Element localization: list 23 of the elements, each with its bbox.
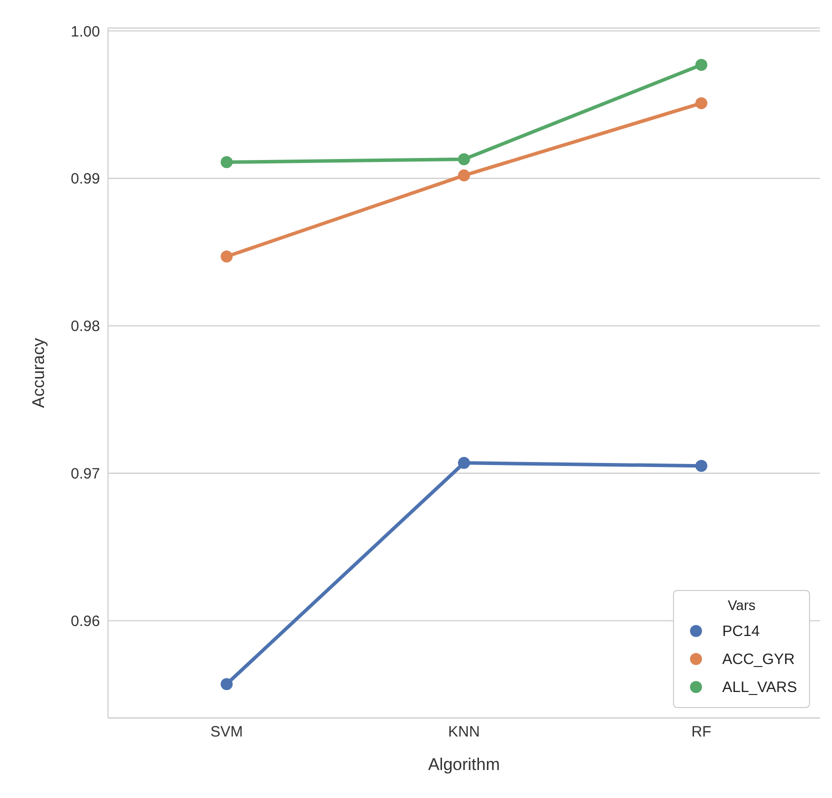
legend-label: ACC_GYR	[722, 650, 795, 668]
legend-label: ALL_VARS	[722, 678, 797, 696]
point	[458, 153, 470, 166]
point	[695, 97, 708, 110]
y-tick-label: 1.00	[70, 23, 100, 40]
point	[695, 460, 708, 472]
legend-title: Vars	[726, 597, 756, 613]
point	[458, 169, 470, 182]
legend-label: PC14	[722, 622, 760, 640]
point	[220, 678, 233, 690]
x-tick-label: SVM	[210, 724, 243, 741]
x-tick-label: RF	[691, 724, 712, 741]
y-tick-label: 0.96	[70, 613, 100, 630]
x-axis-title: Algorithm	[428, 755, 500, 774]
point	[458, 456, 470, 469]
y-tick-label: 0.99	[70, 170, 100, 188]
y-axis-title: Accuracy	[29, 338, 48, 408]
x-tick-label: KNN	[448, 724, 480, 741]
y-tick-label: 0.98	[70, 318, 100, 336]
point	[220, 156, 233, 168]
point	[220, 250, 233, 263]
point	[695, 58, 708, 71]
y-tick-label: 0.97	[70, 466, 100, 483]
